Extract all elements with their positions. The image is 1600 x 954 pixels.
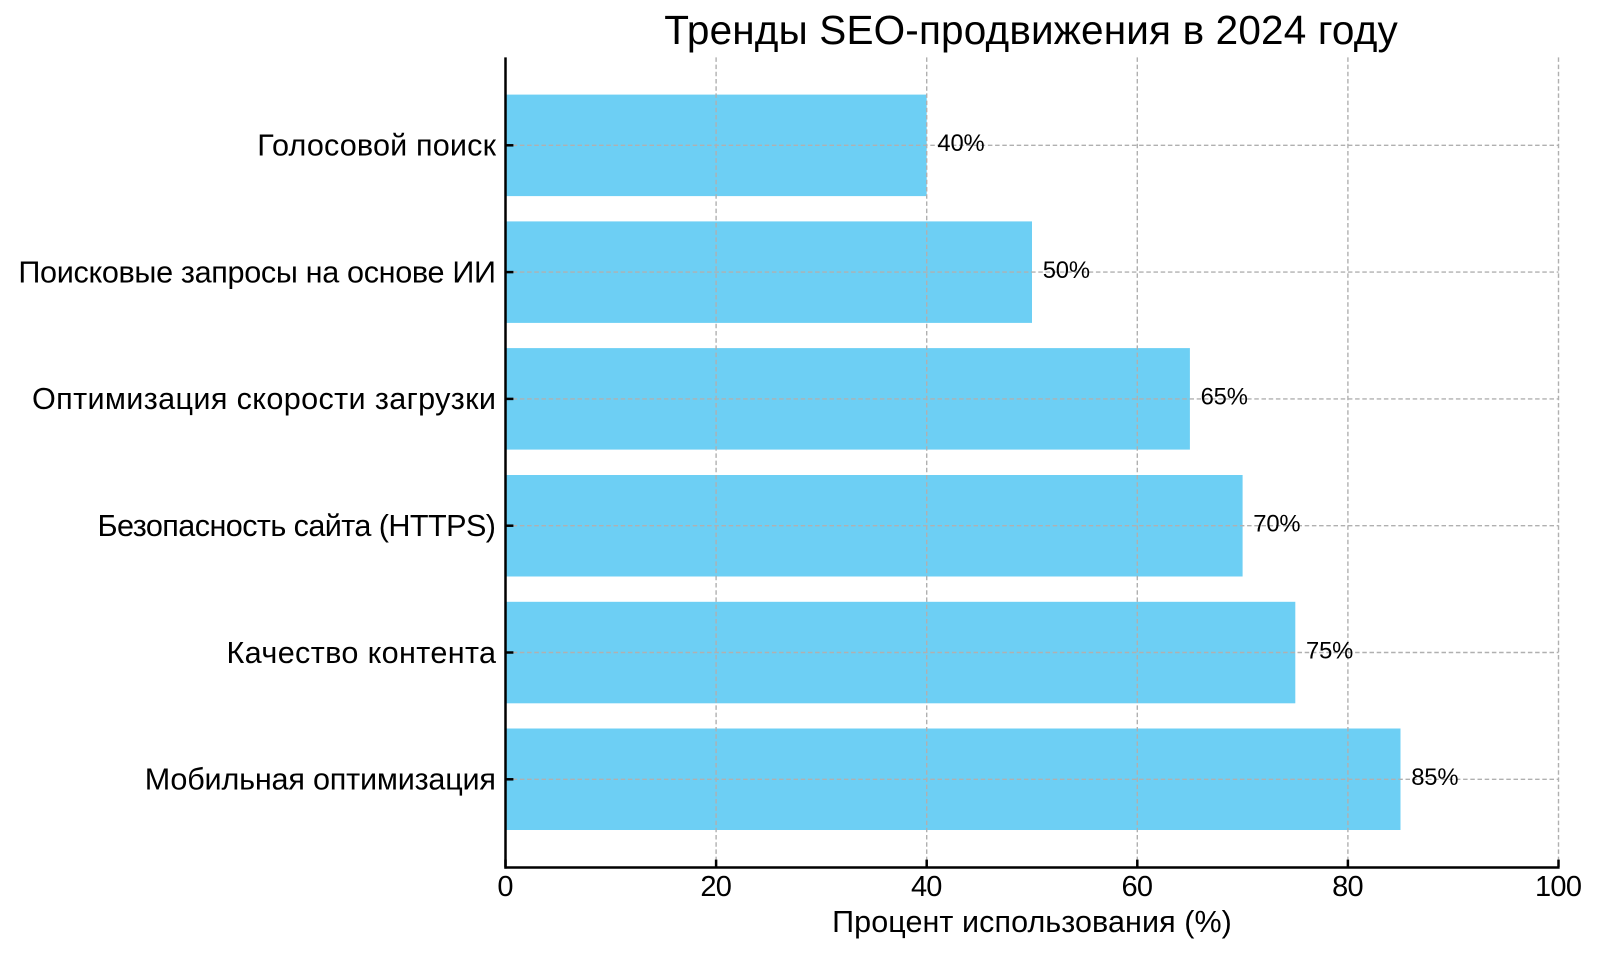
svg-text:Мобильная оптимизация: Мобильная оптимизация — [145, 763, 496, 797]
svg-text:85%: 85% — [1411, 764, 1458, 791]
svg-text:50%: 50% — [1043, 257, 1090, 284]
svg-text:Безопасность сайта (HTTPS): Безопасность сайта (HTTPS) — [98, 509, 497, 543]
svg-text:20: 20 — [700, 871, 732, 903]
svg-text:Процент использования (%): Процент использования (%) — [832, 905, 1232, 939]
svg-text:Качество контента: Качество контента — [227, 636, 497, 670]
svg-text:70%: 70% — [1253, 511, 1300, 538]
svg-text:75%: 75% — [1306, 637, 1353, 664]
svg-text:65%: 65% — [1201, 384, 1248, 411]
svg-text:80: 80 — [1332, 871, 1364, 903]
svg-text:Поисковые запросы на основе ИИ: Поисковые запросы на основе ИИ — [18, 255, 496, 289]
svg-text:60: 60 — [1122, 871, 1154, 903]
svg-text:Тренды SEO-продвижения в 2024: Тренды SEO-продвижения в 2024 году — [664, 7, 1398, 53]
svg-text:Оптимизация скорости загрузки: Оптимизация скорости загрузки — [32, 382, 496, 416]
svg-text:40%: 40% — [937, 130, 984, 157]
svg-text:Голосовой поиск: Голосовой поиск — [257, 129, 496, 163]
svg-text:100: 100 — [1535, 871, 1582, 903]
svg-text:0: 0 — [497, 871, 513, 903]
svg-text:40: 40 — [911, 871, 943, 903]
